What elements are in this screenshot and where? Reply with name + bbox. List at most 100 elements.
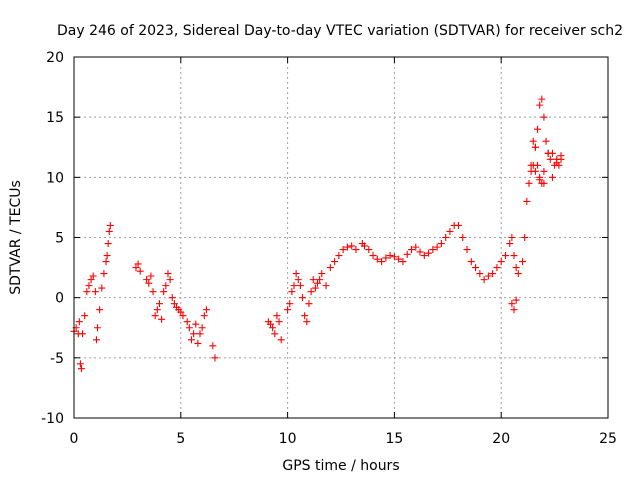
data-point	[493, 264, 501, 272]
data-point	[390, 253, 398, 261]
data-point	[143, 276, 151, 284]
data-point	[501, 252, 509, 260]
data-point	[519, 258, 527, 266]
data-point	[521, 234, 529, 241]
data-point	[542, 137, 550, 145]
data-point	[512, 296, 520, 304]
data-point	[105, 227, 113, 235]
data-point	[149, 288, 157, 296]
data-point	[538, 95, 546, 103]
y-axis-label: SDTVAR / TECUs	[8, 180, 24, 295]
data-point	[192, 320, 200, 328]
data-point	[373, 255, 381, 263]
data-point	[339, 246, 347, 254]
data-point	[512, 264, 520, 272]
data-point	[386, 252, 394, 260]
data-point	[360, 242, 368, 250]
y-tick-label: 15	[46, 110, 64, 126]
data-point	[294, 276, 302, 284]
data-point	[76, 360, 84, 368]
data-point	[484, 272, 492, 280]
data-point	[540, 113, 548, 121]
grid-lines	[74, 57, 608, 418]
data-point	[202, 306, 210, 314]
data-point	[160, 288, 168, 296]
data-point	[314, 279, 322, 287]
data-point	[269, 324, 277, 332]
data-point	[316, 276, 324, 284]
data-point	[514, 270, 522, 278]
data-point	[273, 312, 281, 320]
data-point	[463, 246, 471, 254]
data-point	[103, 252, 111, 260]
x-tick-label: 10	[279, 431, 297, 447]
data-point	[420, 252, 428, 260]
data-point	[459, 234, 467, 241]
data-point	[136, 267, 144, 275]
data-point	[378, 258, 386, 266]
data-point	[497, 258, 505, 266]
data-point	[531, 167, 539, 175]
data-point	[352, 246, 360, 254]
data-point	[480, 276, 488, 284]
data-point	[164, 270, 172, 278]
data-point	[476, 270, 484, 278]
data-point	[96, 306, 104, 314]
data-point	[292, 270, 300, 278]
data-point	[412, 243, 420, 251]
data-point	[305, 300, 313, 308]
data-point	[322, 282, 330, 290]
data-point	[75, 318, 83, 326]
data-point	[299, 294, 307, 302]
data-point	[506, 240, 514, 248]
data-point	[343, 243, 351, 251]
data-point	[433, 243, 441, 251]
data-point	[348, 242, 356, 250]
data-point	[166, 276, 174, 284]
data-point	[194, 339, 202, 347]
data-point	[534, 161, 542, 169]
data-point	[296, 282, 304, 290]
data-point	[93, 324, 101, 332]
data-point	[540, 167, 548, 175]
y-tick-label: 5	[55, 231, 64, 247]
data-point	[525, 179, 533, 187]
data-point	[132, 264, 140, 272]
data-point	[151, 312, 159, 320]
data-point	[534, 125, 542, 133]
data-point	[527, 161, 535, 169]
data-point	[326, 264, 334, 272]
data-point	[79, 330, 87, 338]
data-point	[489, 270, 497, 278]
data-point	[162, 282, 170, 290]
x-tick-label: 25	[599, 431, 617, 447]
data-point	[307, 288, 315, 296]
data-point	[290, 282, 298, 290]
x-tick-label: 20	[492, 431, 510, 447]
data-point	[472, 264, 480, 272]
data-point	[89, 272, 97, 280]
data-point	[536, 101, 544, 109]
data-point	[335, 252, 343, 260]
data-point	[211, 354, 219, 362]
data-point	[183, 318, 191, 326]
data-points	[70, 95, 565, 373]
data-point	[548, 173, 556, 181]
data-point	[209, 342, 217, 350]
data-point	[446, 227, 454, 235]
data-point	[399, 258, 407, 266]
data-point	[540, 179, 548, 187]
data-point	[536, 176, 544, 184]
data-point	[102, 258, 110, 266]
data-point	[529, 137, 537, 145]
data-point	[179, 312, 187, 320]
data-point	[544, 149, 552, 157]
data-point	[429, 246, 437, 254]
data-point	[309, 276, 317, 284]
data-point	[100, 270, 108, 278]
data-point	[510, 306, 518, 314]
data-point	[531, 143, 539, 151]
data-point	[92, 336, 100, 344]
data-point	[267, 320, 275, 328]
data-point	[81, 312, 89, 320]
